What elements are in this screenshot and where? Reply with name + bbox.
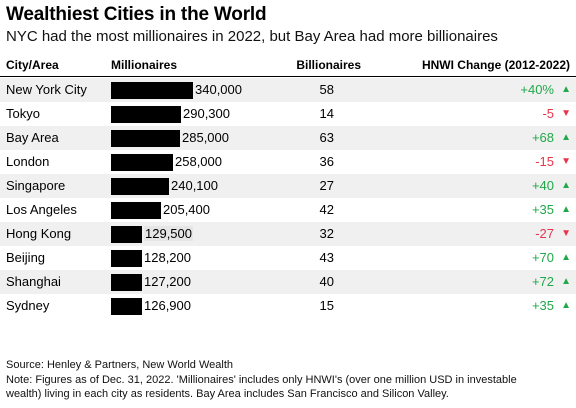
billionaires-value: 32 — [319, 226, 334, 241]
table-row: London 258,000 36 -15 ▼ — [0, 150, 576, 174]
table-row: Tokyo 290,300 14 -5 ▼ — [0, 102, 576, 126]
city-label: Beijing — [6, 250, 46, 265]
millionaires-bar — [111, 178, 169, 195]
header-city: City/Area — [6, 58, 59, 72]
triangle-up-icon: ▲ — [561, 300, 571, 311]
table-row: Hong Kong 129,500 32 -27 ▼ — [0, 222, 576, 246]
city-label: Singapore — [6, 178, 66, 193]
source-note: Source: Henley & Partners, New World Wea… — [6, 359, 234, 371]
millionaires-value: 340,000 — [195, 82, 242, 97]
hnwi-change-value: -27 — [535, 226, 554, 241]
millionaires-bar — [111, 250, 142, 267]
millionaires-value: 127,200 — [144, 274, 191, 289]
triangle-down-icon: ▼ — [561, 156, 571, 167]
city-label: Sydney — [6, 298, 50, 313]
millionaires-value: 128,200 — [144, 250, 191, 265]
table-row: Beijing 128,200 43 +70 ▲ — [0, 246, 576, 270]
millionaires-bar — [111, 130, 180, 147]
millionaires-bar — [111, 202, 161, 219]
billionaires-value: 43 — [319, 250, 334, 265]
chart-title: Wealthiest Cities in the World — [6, 4, 267, 25]
billionaires-value: 42 — [319, 202, 334, 217]
billionaires-value: 58 — [319, 82, 334, 97]
billionaires-value: 14 — [319, 106, 334, 121]
billionaires-value: 36 — [319, 154, 334, 169]
footnote-line-1: Note: Figures as of Dec. 31, 2022. 'Mill… — [6, 374, 517, 386]
millionaires-bar — [111, 106, 181, 123]
triangle-down-icon: ▼ — [561, 228, 571, 239]
billionaires-value: 15 — [319, 298, 334, 313]
millionaires-value: 126,900 — [144, 298, 191, 313]
millionaires-bar — [111, 226, 142, 243]
millionaires-value: 129,500 — [144, 226, 193, 241]
millionaires-bar — [111, 274, 142, 291]
city-label: Los Angeles — [6, 202, 77, 217]
table-row: Shanghai 127,200 40 +72 ▲ — [0, 270, 576, 294]
millionaires-value: 240,100 — [171, 178, 218, 193]
footnote-line-2: wealth) living in each city as residents… — [6, 388, 449, 400]
hnwi-change-value: +40 — [531, 178, 554, 193]
hnwi-change-value: +35 — [531, 298, 554, 313]
table-row: Singapore 240,100 27 +40 ▲ — [0, 174, 576, 198]
billionaires-value: 40 — [319, 274, 334, 289]
millionaires-bar — [111, 298, 142, 315]
city-label: New York City — [6, 82, 87, 97]
hnwi-change-value: +40% — [520, 82, 554, 97]
city-label: Shanghai — [6, 274, 61, 289]
chart-subtitle: NYC had the most millionaires in 2022, b… — [6, 28, 498, 45]
billionaires-value: 27 — [319, 178, 334, 193]
millionaires-bar — [111, 82, 193, 99]
millionaires-value: 285,000 — [182, 130, 229, 145]
triangle-up-icon: ▲ — [561, 132, 571, 143]
city-label: Hong Kong — [6, 226, 72, 241]
table-row: Los Angeles 205,400 42 +35 ▲ — [0, 198, 576, 222]
billionaires-value: 63 — [319, 130, 334, 145]
header-millionaires: Millionaires — [111, 58, 178, 72]
hnwi-change-value: -5 — [542, 106, 554, 121]
city-label: London — [6, 154, 50, 169]
millionaires-value: 205,400 — [163, 202, 210, 217]
hnwi-change-value: +35 — [531, 202, 554, 217]
hnwi-change-value: +68 — [531, 130, 554, 145]
hnwi-change-value: -15 — [535, 154, 554, 169]
table-row: New York City 340,000 58 +40% ▲ — [0, 78, 576, 102]
header-billionaires: Billionaires — [296, 58, 361, 72]
city-label: Tokyo — [6, 106, 40, 121]
header-hnwi-change: HNWI Change (2012-2022) — [421, 58, 570, 72]
triangle-up-icon: ▲ — [561, 204, 571, 215]
table-row: Bay Area 285,000 63 +68 ▲ — [0, 126, 576, 150]
hnwi-change-value: +72 — [531, 274, 554, 289]
millionaires-value: 258,000 — [175, 154, 222, 169]
city-label: Bay Area — [6, 130, 59, 145]
table-row: Sydney 126,900 15 +35 ▲ — [0, 294, 576, 318]
millionaires-bar — [111, 154, 173, 171]
triangle-up-icon: ▲ — [561, 84, 571, 95]
hnwi-change-value: +70 — [531, 250, 554, 265]
millionaires-value: 290,300 — [183, 106, 230, 121]
triangle-down-icon: ▼ — [561, 108, 571, 119]
triangle-up-icon: ▲ — [561, 252, 571, 263]
triangle-up-icon: ▲ — [561, 276, 571, 287]
triangle-up-icon: ▲ — [561, 180, 571, 191]
header-divider — [0, 76, 576, 77]
